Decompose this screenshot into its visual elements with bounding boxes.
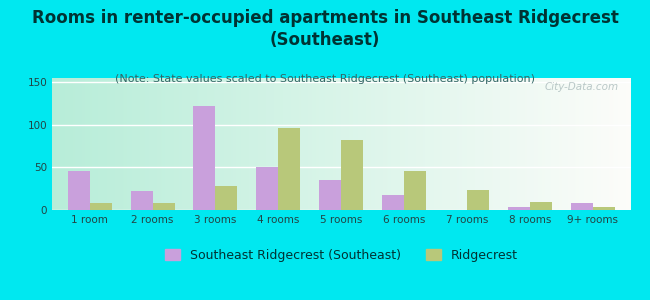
Bar — [278, 128, 300, 210]
Text: (Note: State values scaled to Southeast Ridgecrest (Southeast) population): (Note: State values scaled to Southeast … — [115, 74, 535, 83]
Bar — [404, 171, 426, 210]
Bar — [68, 171, 90, 210]
Bar — [131, 191, 153, 210]
Bar — [256, 167, 278, 210]
Bar — [593, 207, 615, 210]
Bar — [341, 140, 363, 210]
Legend: Southeast Ridgecrest (Southeast), Ridgecrest: Southeast Ridgecrest (Southeast), Ridgec… — [160, 244, 523, 267]
Bar — [530, 202, 552, 210]
Bar — [382, 195, 404, 210]
Bar — [508, 207, 530, 210]
Bar — [153, 203, 175, 210]
Bar — [194, 106, 216, 210]
Bar — [467, 190, 489, 210]
Bar — [571, 203, 593, 210]
Text: Rooms in renter-occupied apartments in Southeast Ridgecrest
(Southeast): Rooms in renter-occupied apartments in S… — [32, 9, 618, 49]
Bar — [216, 186, 237, 210]
Bar — [319, 180, 341, 210]
Text: City-Data.com: City-Data.com — [545, 82, 619, 92]
Bar — [90, 203, 112, 210]
